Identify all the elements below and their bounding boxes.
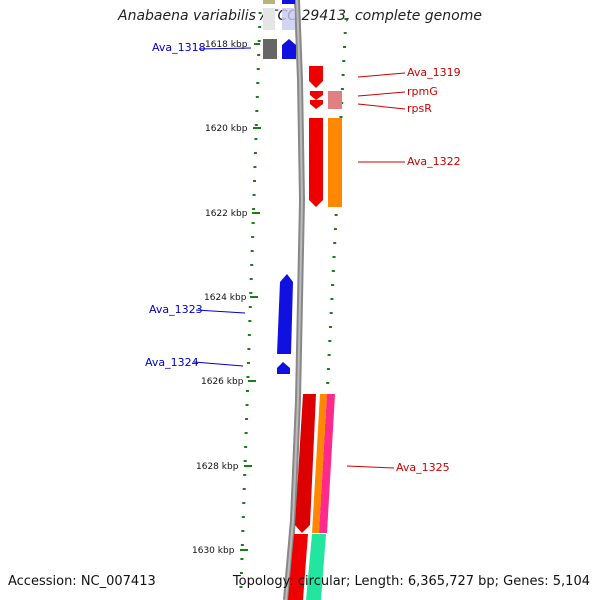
scale-dot <box>257 54 261 56</box>
left-scale-ticks <box>239 12 262 588</box>
scale-dot <box>253 152 257 154</box>
scale-dot <box>343 46 346 48</box>
kbp-label-1622: 1622 kbp <box>205 209 248 219</box>
scale-dot <box>242 488 246 490</box>
gene-label-ava-1324[interactable]: Ava_1324 <box>145 356 199 369</box>
scale-dot <box>251 222 255 224</box>
scale-dot <box>240 544 244 546</box>
scale-dot <box>339 116 343 118</box>
feature-bottom-teal <box>306 534 326 600</box>
scale-dot <box>243 460 247 462</box>
gene-ava-1323-shape <box>277 274 293 354</box>
scale-dot <box>245 404 249 406</box>
kbp-label-1620: 1620 kbp <box>205 124 248 134</box>
scale-dot <box>248 306 252 308</box>
scale-dot <box>255 96 259 98</box>
scale-dot <box>327 354 331 356</box>
scale-dot <box>240 558 244 560</box>
scale-dot <box>328 340 332 342</box>
gene-rpsr-shape <box>310 100 323 109</box>
scale-dot <box>331 270 335 272</box>
scale-dot <box>245 418 249 420</box>
scale-dot <box>334 214 338 216</box>
scale-dot <box>258 26 262 28</box>
scale-dot <box>242 502 246 504</box>
gene-grey-block <box>263 39 277 59</box>
gene-label-ava-1318[interactable]: Ava_1318 <box>152 41 206 54</box>
scale-dot <box>239 586 243 588</box>
kbp-label-1618: 1618 kbp <box>205 40 248 50</box>
scale-dot <box>342 60 346 62</box>
scale-dot <box>333 242 337 244</box>
scale-dot <box>340 88 344 90</box>
feature-bottom-red <box>288 534 308 600</box>
gene-label-ava-1322[interactable]: Ava_1322 <box>407 155 461 168</box>
gene-label-ava-1319[interactable]: Ava_1319 <box>407 66 461 79</box>
scale-dot <box>333 228 337 230</box>
gene-rpmg-shape <box>310 91 323 100</box>
gene-ava-1325-orange <box>312 394 327 533</box>
scale-dot <box>329 312 333 314</box>
scale-dot <box>253 180 256 182</box>
scale-dot <box>326 382 330 384</box>
feature-top-blue <box>282 0 295 4</box>
kbp-label-1626: 1626 kbp <box>201 377 244 387</box>
scale-dot <box>250 250 254 252</box>
scale-dot <box>255 110 259 112</box>
scale-dot <box>329 326 332 328</box>
scale-dot <box>251 236 255 238</box>
gene-label-rpmg[interactable]: rpmG <box>407 85 438 98</box>
scale-dot <box>241 530 245 532</box>
accession-text: Accession: NC_007413 <box>8 574 156 589</box>
scale-dot <box>254 138 258 140</box>
scale-dot <box>256 82 260 84</box>
gene-ava-1324-shape <box>277 362 290 374</box>
scale-dot <box>332 256 336 258</box>
gene-ava-1322-orange <box>328 118 342 207</box>
gene-ava-1322-shape <box>309 118 323 207</box>
scale-dot <box>331 284 335 286</box>
scale-dot <box>247 348 251 350</box>
scale-dot <box>344 18 348 20</box>
kbp-label-1628: 1628 kbp <box>196 462 239 472</box>
gene-label-ava-1325[interactable]: Ava_1325 <box>396 461 450 474</box>
scale-dot <box>341 74 345 76</box>
scale-dot <box>244 432 248 434</box>
scale-dot <box>326 368 330 370</box>
kbp-label-1624: 1624 kbp <box>204 293 247 303</box>
scale-dot <box>246 362 250 364</box>
scale-dot <box>330 298 334 300</box>
scale-dot <box>258 12 262 14</box>
kbp-label-1630: 1630 kbp <box>192 546 235 556</box>
scale-dot <box>246 390 249 392</box>
genome-summary-text: Topology: circular; Length: 6,365,727 bp… <box>232 574 590 589</box>
gene-ava-1319-shape <box>309 66 323 88</box>
scale-dot <box>256 68 260 70</box>
scale-dot <box>343 32 347 34</box>
scale-dot <box>243 474 247 476</box>
scale-dot <box>252 194 256 196</box>
gene-label-rpsr[interactable]: rpsR <box>407 102 432 115</box>
gene-ava-1325-red <box>295 394 316 533</box>
scale-dot <box>241 516 245 518</box>
feature-top-olive <box>263 0 275 4</box>
scale-dot <box>246 376 250 378</box>
scale-dot <box>257 40 261 42</box>
gene-ava-1318-shape <box>282 39 296 59</box>
scale-dot <box>247 334 251 336</box>
scale-dot <box>252 208 256 210</box>
scale-dot <box>249 278 253 280</box>
scale-dot <box>239 572 243 574</box>
scale-dot <box>250 264 254 266</box>
scale-dot <box>248 320 252 322</box>
scale-dot <box>244 446 248 448</box>
scale-dot <box>254 124 258 126</box>
scale-dot <box>249 292 253 294</box>
scale-dot <box>253 166 257 168</box>
gene-label-ava-1323[interactable]: Ava_1323 <box>149 303 203 316</box>
gene-ava-1325-pink <box>319 394 335 533</box>
